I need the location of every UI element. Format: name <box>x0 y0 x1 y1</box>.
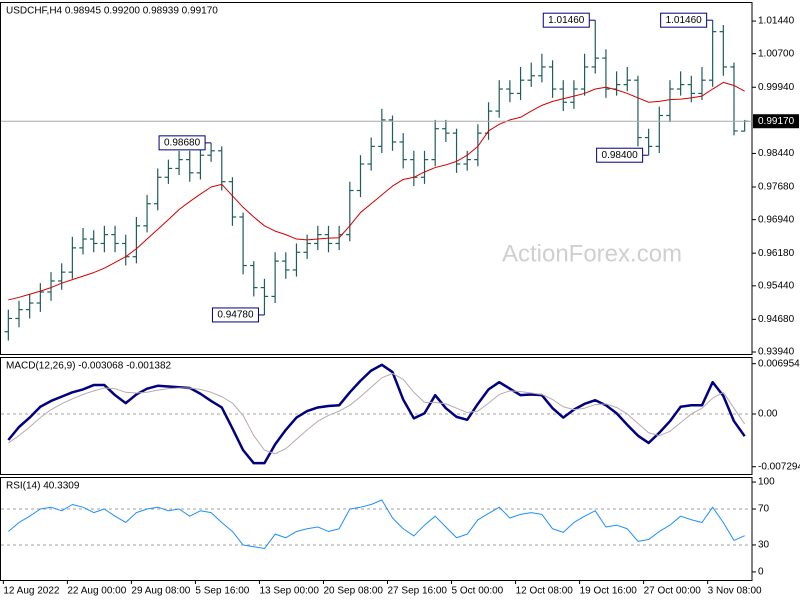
series-line <box>8 372 746 455</box>
y-tick-label: 1.00700 <box>758 48 795 59</box>
x-tick-label: 12 Aug 2022 <box>3 586 60 597</box>
x-tick-label: 3 Nov 08:00 <box>708 586 762 597</box>
y-tick-label: 100 <box>758 477 775 488</box>
x-tick-label: 5 Sep 16:00 <box>195 586 249 597</box>
y-tick-label: 30 <box>758 540 770 551</box>
annotation-box <box>211 307 259 323</box>
current-price-box <box>753 114 799 129</box>
current-price-label: 0.99170 <box>758 116 795 127</box>
y-tick-label: 0.00 <box>758 409 778 420</box>
y-tick-label: 0.94680 <box>758 314 795 325</box>
panel-frame <box>0 2 753 355</box>
series-line <box>8 81 745 301</box>
y-tick-label: 0 <box>758 567 764 578</box>
x-tick-label: 22 Aug 00:00 <box>67 586 126 597</box>
y-tick-label: 1.01440 <box>758 16 795 27</box>
y-tick-label: 0.99940 <box>758 82 795 93</box>
series-line <box>7 363 746 465</box>
panel-title: USDCHF,H4 0.98945 0.99200 0.98939 0.9917… <box>6 6 218 17</box>
x-tick-label: 13 Sep 00:00 <box>259 586 319 597</box>
y-tick-label: -0.007294 <box>758 461 800 472</box>
y-tick-label: 70 <box>758 504 770 515</box>
panel-frame <box>0 357 753 475</box>
annotation-box <box>660 12 708 28</box>
x-tick-label: 27 Sep 16:00 <box>388 586 448 597</box>
x-tick-label: 12 Oct 08:00 <box>516 586 574 597</box>
x-tick-label: 20 Sep 08:00 <box>323 586 383 597</box>
annotation-label: 0.94780 <box>217 310 254 321</box>
annotation-box <box>158 135 206 151</box>
x-tick-label: 19 Oct 16:00 <box>580 586 638 597</box>
y-tick-label: 0.96180 <box>758 248 795 259</box>
y-tick-label: 0.97680 <box>758 182 795 193</box>
y-tick-label: 0.98440 <box>758 148 795 159</box>
annotation-label: 1.01460 <box>548 15 585 26</box>
y-tick-label: 0.93940 <box>758 347 795 358</box>
x-tick-label: 27 Oct 00:00 <box>644 586 702 597</box>
annotation-box <box>596 147 644 163</box>
series-line <box>8 499 745 550</box>
panel-frame <box>0 477 753 581</box>
annotation-label: 0.98680 <box>164 137 201 148</box>
panel-title: MACD(12,26,9) -0.003068 -0.001382 <box>6 361 172 372</box>
x-tick-label: 29 Aug 08:00 <box>131 586 190 597</box>
y-tick-label: 0.006954 <box>758 358 800 369</box>
annotation-label: 0.98400 <box>602 150 639 161</box>
y-tick-label: 0.96940 <box>758 214 795 225</box>
panel-title: RSI(14) 40.3309 <box>6 481 80 492</box>
watermark: ActionForex.com <box>502 240 682 267</box>
annotation-box <box>542 12 590 28</box>
y-tick-label: 0.95440 <box>758 280 795 291</box>
x-tick-label: 5 Oct 00:00 <box>452 586 504 597</box>
annotation-label: 1.01460 <box>666 15 703 26</box>
